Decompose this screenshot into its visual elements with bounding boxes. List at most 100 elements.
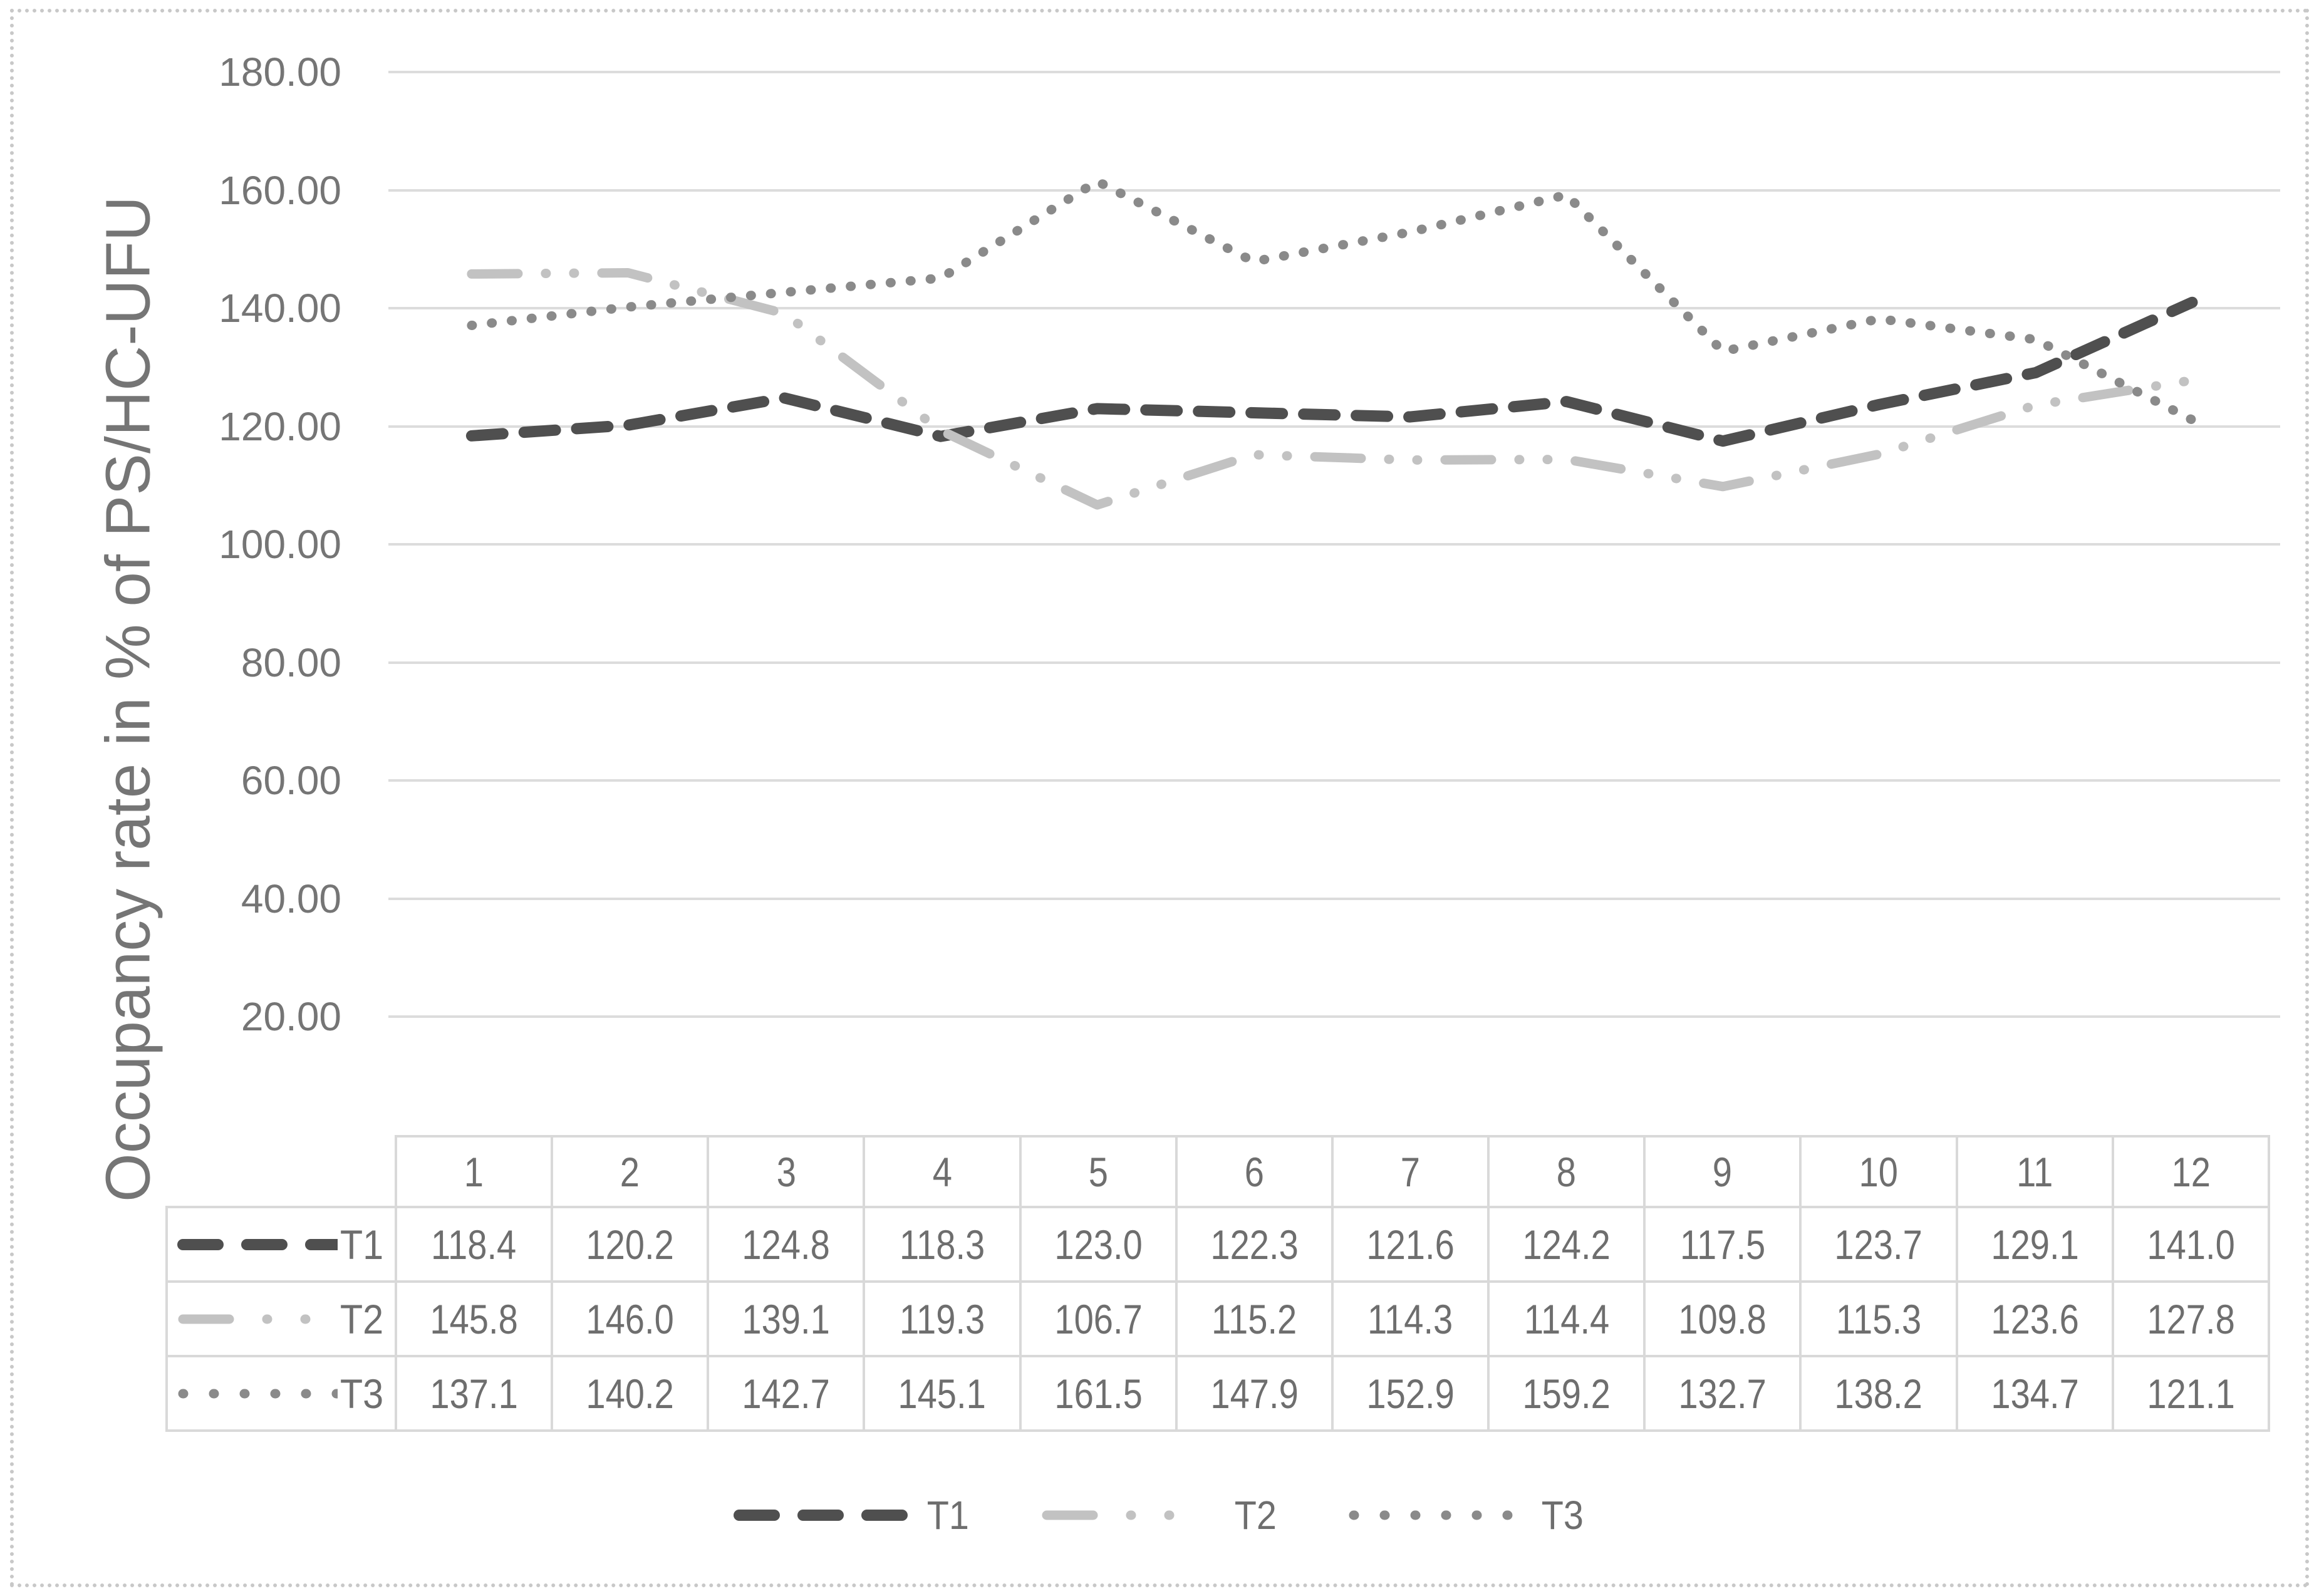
- y-tick-label-100: 100.00: [219, 522, 341, 567]
- gridline-140: [388, 307, 2280, 310]
- column-header-label: 4: [932, 1148, 952, 1195]
- column-header-label: 9: [1713, 1148, 1733, 1195]
- table-cell-T2-6: 115.2: [1175, 1280, 1334, 1357]
- y-tick-label-20: 20.00: [241, 994, 341, 1040]
- table-cell-value: 132.7: [1678, 1370, 1767, 1417]
- column-header-label: 11: [2016, 1148, 2053, 1195]
- table-cell-value: 146.0: [586, 1295, 674, 1342]
- legend-item-T3: T3: [1347, 1492, 1586, 1538]
- table-cell-value: 114.4: [1523, 1295, 1609, 1342]
- legend-item-T1: T1: [733, 1492, 972, 1538]
- table-cell-T2-4: 119.3: [863, 1280, 1022, 1357]
- table-cell-T3-5: 161.5: [1019, 1355, 1178, 1432]
- legend: T1 T2 T3: [0, 1492, 2319, 1538]
- table-cell-value: 118.3: [899, 1221, 985, 1268]
- table-cell-T2-9: 109.8: [1643, 1280, 1802, 1357]
- table-cell-value: 140.2: [586, 1370, 674, 1417]
- table-cell-value: 117.5: [1679, 1221, 1765, 1268]
- table-row-T3: T3 137.1 140.2 142.7 145.1 161.5 147.9 152.9 159…: [165, 1355, 2271, 1432]
- table-row-T2: T2 145.8 146.0 139.1 119.3 106.7 115.2 114.3 114…: [165, 1280, 2271, 1357]
- table-cell-value: 127.8: [2147, 1295, 2235, 1342]
- table-cell-T3-6: 147.9: [1175, 1355, 1334, 1432]
- y-tick-label-40: 40.00: [241, 876, 341, 921]
- table-cell-value: 161.5: [1054, 1370, 1143, 1417]
- table-cell-T3-12: 121.1: [2111, 1355, 2271, 1432]
- y-tick-label-80: 80.00: [241, 640, 341, 685]
- row-header-T3: T3: [165, 1355, 397, 1432]
- data-table-header-row: 1 2 3 4 5 6 7 8 9 10 11 12: [167, 1135, 2271, 1208]
- column-header-label: 7: [1400, 1148, 1421, 1195]
- y-tick-label-160: 160.00: [219, 167, 341, 213]
- column-header-label: 5: [1088, 1148, 1108, 1195]
- column-header-label: 12: [2171, 1148, 2211, 1195]
- table-corner-cell: [167, 1136, 396, 1207]
- column-header-label: 2: [620, 1148, 640, 1195]
- column-header-label: 3: [776, 1148, 796, 1195]
- legend-label: T2: [1234, 1493, 1277, 1538]
- legend-key-T2: [1042, 1510, 1215, 1520]
- table-cell-T1-7: 121.6: [1331, 1206, 1490, 1283]
- table-cell-T3-4: 145.1: [863, 1355, 1022, 1432]
- column-header-label: 6: [1244, 1148, 1264, 1195]
- table-cell-value: 121.1: [2147, 1370, 2235, 1417]
- table-key-T2: [178, 1314, 338, 1324]
- row-header-content: T1: [168, 1221, 395, 1268]
- table-cell-T1-9: 117.5: [1643, 1206, 1802, 1283]
- legend-label: T3: [1542, 1493, 1584, 1538]
- table-cell-value: 152.9: [1366, 1370, 1455, 1417]
- column-header-2: 2: [551, 1135, 710, 1208]
- table-cell-T1-10: 123.7: [1799, 1206, 1958, 1283]
- table-cell-T2-8: 114.4: [1487, 1280, 1646, 1357]
- table-cell-T3-10: 138.2: [1799, 1355, 1958, 1432]
- table-cell-T3-8: 159.2: [1487, 1355, 1646, 1432]
- table-cell-value: 134.7: [1990, 1370, 2079, 1417]
- table-cell-T2-3: 139.1: [707, 1280, 866, 1357]
- table-cell-value: 159.2: [1522, 1370, 1611, 1417]
- table-cell-T1-12: 141.0: [2111, 1206, 2271, 1283]
- table-row-T1: T1 118.4 120.2 124.8 118.3 123.0 122.3 121.6 124…: [165, 1206, 2271, 1283]
- table-cell-T2-10: 115.3: [1799, 1280, 1958, 1357]
- table-cell-value: 123.0: [1054, 1221, 1143, 1268]
- y-tick-label-180: 180.00: [219, 49, 341, 95]
- column-header-3: 3: [707, 1135, 866, 1208]
- gridline-40: [388, 897, 2280, 900]
- series-label: T2: [340, 1295, 384, 1342]
- table-cell-value: 121.6: [1366, 1221, 1455, 1268]
- row-header-content: T3: [168, 1370, 395, 1417]
- table-cell-T1-8: 124.2: [1487, 1206, 1646, 1283]
- series-line-T3: [467, 176, 2197, 425]
- table-cell-value: 115.3: [1835, 1295, 1922, 1342]
- series-line-T2: [467, 268, 2197, 510]
- y-tick-label-60: 60.00: [241, 758, 341, 804]
- table-cell-value: 123.6: [1990, 1295, 2079, 1342]
- table-cell-value: 123.7: [1834, 1221, 1923, 1268]
- column-header-10: 10: [1799, 1135, 1958, 1208]
- table-cell-T1-5: 123.0: [1019, 1206, 1178, 1283]
- table-cell-T1-1: 118.4: [394, 1206, 554, 1283]
- data-table: 1 2 3 4 5 6 7 8 9 10 11 12 T1 118.4 120.2 124.8 118.3 12…: [165, 1135, 2271, 1432]
- column-header-label: 1: [464, 1148, 484, 1195]
- table-cell-T2-5: 106.7: [1019, 1280, 1178, 1357]
- table-cell-T3-3: 142.7: [707, 1355, 866, 1432]
- gridline-100: [388, 543, 2280, 546]
- table-cell-T2-11: 123.6: [1955, 1280, 2114, 1357]
- gridline-20: [388, 1015, 2280, 1018]
- table-cell-value: 142.7: [742, 1370, 831, 1417]
- legend-label: T1: [926, 1493, 969, 1538]
- table-cell-T1-3: 124.8: [707, 1206, 866, 1283]
- table-cell-value: 141.0: [2147, 1221, 2235, 1268]
- series-label: T1: [340, 1221, 384, 1268]
- table-cell-value: 119.3: [899, 1295, 985, 1342]
- table-cell-value: 118.4: [431, 1221, 517, 1268]
- table-cell-value: 106.7: [1054, 1295, 1143, 1342]
- legend-key-T3: [1349, 1510, 1522, 1520]
- column-header-1: 1: [394, 1135, 554, 1208]
- legend-item-T2: T2: [1040, 1492, 1279, 1538]
- gridline-180: [388, 71, 2280, 73]
- column-header-5: 5: [1019, 1135, 1178, 1208]
- row-header-T2: T2: [165, 1280, 397, 1357]
- series-label: T3: [340, 1370, 384, 1417]
- table-cell-T2-2: 146.0: [551, 1280, 710, 1357]
